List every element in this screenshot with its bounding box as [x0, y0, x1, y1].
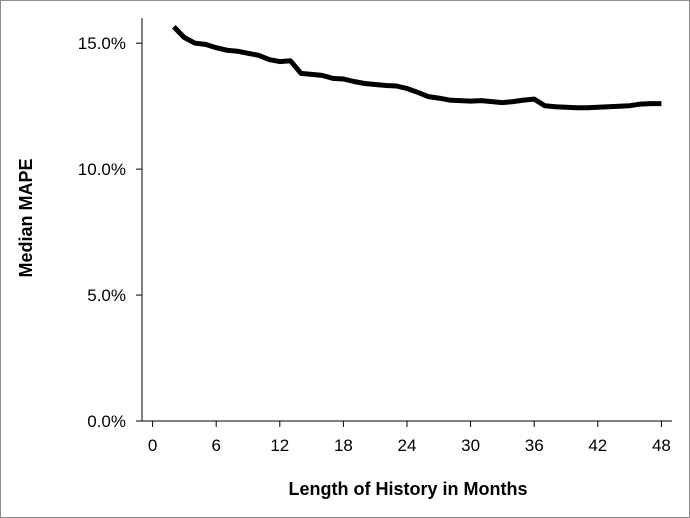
x-tick-label: 30 — [461, 436, 480, 455]
x-tick-label: 48 — [652, 436, 671, 455]
plot-area — [172, 25, 662, 111]
series-line — [172, 25, 662, 111]
axes — [141, 18, 672, 422]
x-tick-label: 42 — [588, 436, 607, 455]
y-tick-label: 15.0% — [78, 34, 126, 53]
x-tick-label: 18 — [334, 436, 353, 455]
y-axis-title: Median MAPE — [16, 158, 36, 277]
y-tick-label: 10.0% — [78, 160, 126, 179]
y-tick-label: 5.0% — [87, 286, 126, 305]
x-tick-label: 6 — [211, 436, 220, 455]
x-tick-label: 0 — [148, 436, 157, 455]
x-tick-label: 12 — [270, 436, 289, 455]
x-axis-title: Length of History in Months — [289, 479, 528, 499]
x-tick-label: 24 — [398, 436, 417, 455]
ticks: 0.0% 5.0% 10.0% 15.0% 0 6 12 18 24 30 36 42 48 — [78, 34, 671, 455]
x-tick-label: 36 — [525, 436, 544, 455]
y-tick-label: 0.0% — [87, 412, 126, 431]
